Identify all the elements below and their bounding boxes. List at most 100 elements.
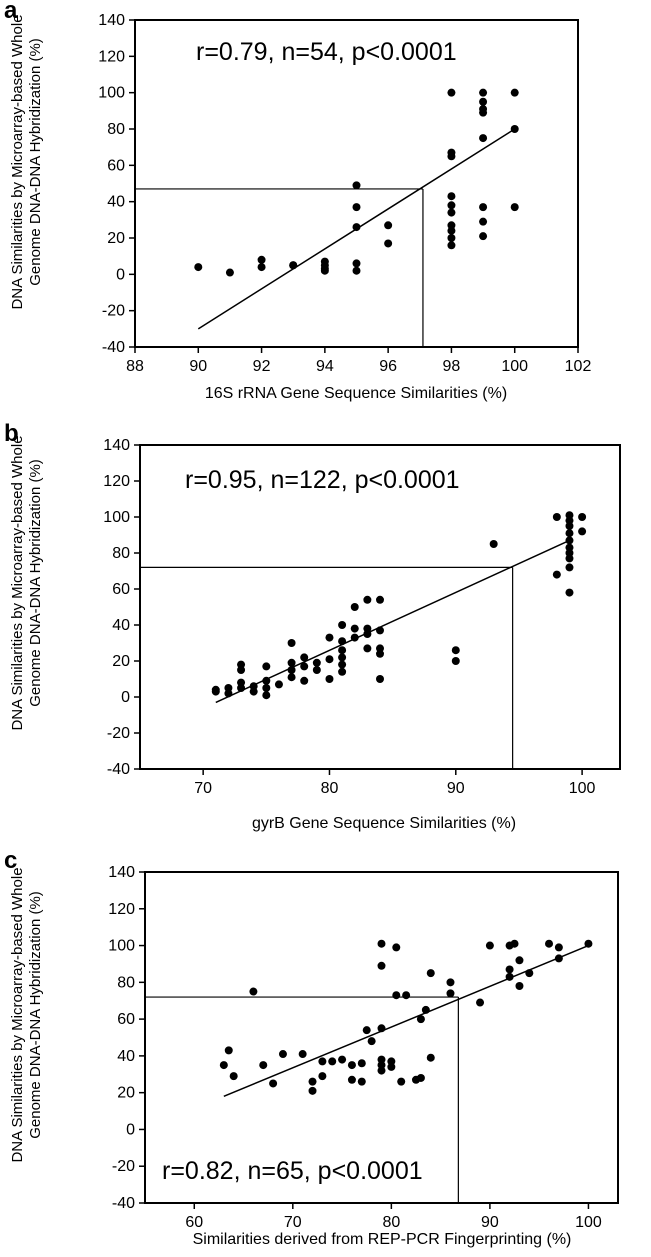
panel-c-ytick-label: 140 xyxy=(108,864,135,881)
panel-c-data-point xyxy=(278,1050,287,1059)
panel-c-data-point xyxy=(554,943,563,952)
panel-a-data-point xyxy=(384,239,393,248)
panel-b-data-point xyxy=(565,588,574,597)
panel-c-ytick-label: -20 xyxy=(112,1158,135,1175)
panel-b-data-point xyxy=(287,639,296,647)
panel-b-ytick-label: -40 xyxy=(107,761,130,778)
panel-b-data-point xyxy=(578,527,587,536)
panel-b-xtick-label: 80 xyxy=(321,780,339,797)
panel-a-data-point xyxy=(352,259,361,268)
panel-c-data-point xyxy=(377,961,386,970)
panel-c-xtick-label: 70 xyxy=(284,1214,302,1231)
panel-a-data-point xyxy=(352,203,361,212)
panel-a-plot-frame xyxy=(134,19,579,348)
panel-b-reference-lines xyxy=(140,566,514,769)
panel-c-ytick-label: 40 xyxy=(117,1048,135,1065)
panel-c-data-point xyxy=(308,1086,317,1095)
panel-c-data-point xyxy=(510,939,519,948)
panel-c-data-point xyxy=(219,1061,228,1070)
panel-a-data-point xyxy=(479,108,488,117)
panel-c-data-point xyxy=(545,939,554,948)
panel-letter-b: b xyxy=(4,420,19,447)
panel-c-ytick-label: 20 xyxy=(117,1085,135,1102)
panel-b: b DNA Similarities by Microarray-based W… xyxy=(4,420,621,832)
panel-b-data-point xyxy=(262,684,271,692)
panel-b-ytick-label: -20 xyxy=(107,725,130,742)
panel-c-ytick-label: 100 xyxy=(108,938,135,955)
panel-b-data-point xyxy=(300,676,309,685)
panel-c-data-point xyxy=(259,1061,268,1070)
panel-c-data-point xyxy=(224,1046,233,1055)
panel-b-xtick-label: 100 xyxy=(569,780,596,797)
panel-a-ytick-label: -20 xyxy=(102,303,125,320)
panel-b-ytick-label: 40 xyxy=(112,617,130,634)
panel-b-ytick-label: 60 xyxy=(112,581,130,598)
panel-b-data-point xyxy=(338,653,347,662)
panel-a-data-point xyxy=(289,261,298,270)
panel-c-data-point xyxy=(387,1057,396,1066)
panel-c-data-point xyxy=(554,954,563,963)
panel-c-ytick-label: 60 xyxy=(117,1011,135,1028)
panel-c-data-point xyxy=(426,1053,435,1062)
panel-b-data-point xyxy=(376,626,384,635)
panel-a-ylabel-line1: DNA Similarities by Microarray-based Who… xyxy=(9,14,26,309)
panel-a-data-point xyxy=(479,88,488,97)
panel-c-ytick-label: 80 xyxy=(117,974,135,991)
panel-c-ylabel-line2: Genome DNA-DNA Hybridization (%) xyxy=(27,891,44,1139)
panel-c-data-point xyxy=(505,965,514,974)
panel-a-xtick-label: 94 xyxy=(316,358,334,375)
panel-b-data-point xyxy=(300,653,309,662)
panel-letter-c: c xyxy=(4,847,17,874)
panel-b-regression-line xyxy=(215,539,570,704)
panel-a-data-point xyxy=(510,88,519,97)
panel-c-data-point xyxy=(377,1061,386,1070)
panel-a-data-point xyxy=(225,268,234,277)
panel-a-data-point xyxy=(479,97,488,106)
panel-b-xlabel: gyrB Gene Sequence Similarities (%) xyxy=(252,815,516,832)
panel-a-ytick-label: 60 xyxy=(107,157,125,174)
panel-b-ytick-label: 0 xyxy=(121,689,130,706)
panel-b-data-point xyxy=(262,676,271,685)
panel-c-xtick-label: 90 xyxy=(481,1214,499,1231)
panel-c-data-point xyxy=(347,1075,356,1084)
panel-c-data-point xyxy=(485,941,494,950)
panel-b-data-point xyxy=(338,637,347,646)
panel-a-data-point xyxy=(510,125,519,133)
panel-c-ytick-label: 0 xyxy=(126,1121,135,1138)
panel-c-data-point xyxy=(397,1077,406,1086)
panel-a-data-point xyxy=(447,88,456,97)
panel-c-data-point xyxy=(357,1059,366,1068)
panel-a-reference-lines xyxy=(135,188,424,347)
panel-a-data-point xyxy=(257,255,266,264)
panel-c-regression xyxy=(223,944,589,1098)
panel-a-stat-annotation: r=0.79, n=54, p<0.0001 xyxy=(196,38,457,66)
panel-a-xtick-label: 100 xyxy=(501,358,528,375)
panel-a-ytick-label: 80 xyxy=(107,121,125,138)
panel-b-data-point xyxy=(312,658,321,667)
panel-c-ytick-label: 120 xyxy=(108,901,135,918)
panel-a-data-point xyxy=(447,226,456,235)
panel-a-data-point xyxy=(320,266,329,275)
panel-letter-a: a xyxy=(4,0,18,24)
panel-b-data-point xyxy=(489,540,498,548)
panel-b-data-point xyxy=(578,513,587,521)
panel-b-data-point xyxy=(363,595,372,604)
panel-c-ylabel-line1: DNA Similarities by Microarray-based Who… xyxy=(9,867,26,1162)
panel-b-data-point xyxy=(274,680,283,689)
panel-b-ylabel-line1: DNA Similarities by Microarray-based Who… xyxy=(9,435,26,730)
panel-b-data-point xyxy=(565,529,574,538)
panel-c-points xyxy=(219,939,593,1095)
panel-a-data-point xyxy=(352,223,361,232)
panel-a-xlabel: 16S rRNA Gene Sequence Similarities (%) xyxy=(205,385,507,402)
panel-b-data-point xyxy=(451,657,460,665)
panel-b-ytick-label: 120 xyxy=(103,473,130,490)
panel-b-ytick-label: 80 xyxy=(112,545,130,562)
panel-c-data-point xyxy=(505,972,514,981)
panel-b-data-point xyxy=(237,684,246,692)
panel-c-data-point xyxy=(402,991,411,1000)
panel-b-data-point xyxy=(376,649,384,658)
panel-c-stat-annotation: r=0.82, n=65, p<0.0001 xyxy=(162,1157,423,1185)
panel-b-data-point xyxy=(312,666,321,674)
panel-b-points xyxy=(211,511,587,700)
